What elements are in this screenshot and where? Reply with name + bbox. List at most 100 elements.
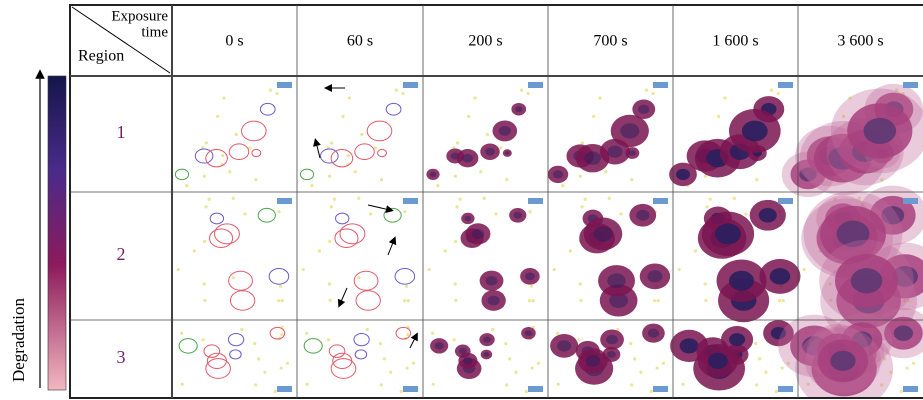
speck xyxy=(633,357,636,360)
speck xyxy=(629,342,632,345)
region-outline xyxy=(252,149,261,156)
degraded-core xyxy=(593,226,612,241)
region-outline xyxy=(386,103,401,115)
speck xyxy=(341,115,344,118)
degraded-core xyxy=(488,296,500,306)
degraded-core xyxy=(607,146,622,158)
speck xyxy=(528,210,531,213)
speck xyxy=(569,249,572,252)
speck xyxy=(494,212,497,215)
speck xyxy=(432,383,435,386)
scale-bar xyxy=(653,198,668,204)
speck xyxy=(257,357,260,360)
colorbar xyxy=(48,76,66,390)
speck xyxy=(453,338,456,341)
speck xyxy=(581,141,584,144)
region-outline xyxy=(260,103,275,115)
speck xyxy=(777,92,780,95)
speck xyxy=(274,390,277,393)
speck xyxy=(459,198,462,201)
speck xyxy=(318,249,321,252)
degraded-core xyxy=(505,151,509,155)
speck xyxy=(645,88,648,91)
speck xyxy=(395,88,398,91)
speck xyxy=(263,371,266,374)
speck xyxy=(505,383,508,386)
speck xyxy=(403,299,406,302)
speck xyxy=(357,276,360,279)
degraded-core xyxy=(472,229,484,239)
region-outline xyxy=(300,169,313,180)
region-outline xyxy=(179,339,197,353)
speck xyxy=(401,92,404,95)
speck xyxy=(389,371,392,374)
speck xyxy=(383,357,386,360)
speck xyxy=(717,115,720,118)
speck xyxy=(203,175,206,178)
speck xyxy=(456,141,459,144)
speck xyxy=(400,390,403,393)
speck xyxy=(479,170,482,173)
speck xyxy=(177,268,180,271)
speck xyxy=(778,299,781,302)
speck xyxy=(406,299,409,302)
degraded-core xyxy=(638,105,649,114)
speck xyxy=(228,170,231,173)
region-outline xyxy=(210,213,223,224)
speck xyxy=(520,88,523,91)
region-outline xyxy=(206,150,228,167)
scale-bar xyxy=(277,386,292,392)
region-outline xyxy=(230,350,241,359)
degraded-core xyxy=(729,271,754,291)
speck xyxy=(486,133,489,136)
speck xyxy=(505,178,508,181)
speck xyxy=(579,299,582,302)
degraded-core xyxy=(607,351,616,358)
speck xyxy=(754,342,757,345)
speck xyxy=(280,333,283,336)
speck xyxy=(328,282,331,285)
speck xyxy=(203,282,206,285)
speck xyxy=(580,205,583,208)
speck xyxy=(755,178,758,181)
pointer-arrow xyxy=(316,142,320,158)
speck xyxy=(755,383,758,386)
speck xyxy=(181,383,184,386)
row-header: 1 xyxy=(117,122,126,142)
region-outline xyxy=(258,208,275,222)
column-header: 60 s xyxy=(347,33,373,50)
speck xyxy=(380,178,383,181)
scale-bar xyxy=(528,386,543,392)
degraded-core xyxy=(586,355,601,367)
speck xyxy=(781,366,784,369)
speck xyxy=(467,115,470,118)
speck xyxy=(733,197,736,200)
scale-bar xyxy=(653,82,668,88)
speck xyxy=(286,362,289,365)
speck xyxy=(782,299,785,302)
scale-bar xyxy=(903,198,918,204)
scale-bar xyxy=(778,386,793,392)
speck xyxy=(406,333,409,336)
degraded-core xyxy=(430,172,437,177)
speck xyxy=(279,285,282,288)
corner-left: Region xyxy=(78,48,124,65)
degraded-core xyxy=(648,329,659,338)
degraded-core xyxy=(647,270,662,282)
speck xyxy=(556,332,559,335)
speck xyxy=(491,328,494,331)
region-outline xyxy=(204,345,220,358)
speck xyxy=(454,175,457,178)
speck xyxy=(557,383,560,386)
speck xyxy=(203,240,206,243)
degraded-core xyxy=(483,337,491,343)
speck xyxy=(694,249,697,252)
speck xyxy=(532,299,535,302)
scale-bar xyxy=(903,386,918,392)
pointer-arrow xyxy=(410,336,416,348)
speck xyxy=(180,332,183,335)
speck xyxy=(374,146,377,149)
column-header: 3 600 s xyxy=(837,33,883,50)
speck xyxy=(240,328,243,331)
region-outline xyxy=(329,345,345,358)
